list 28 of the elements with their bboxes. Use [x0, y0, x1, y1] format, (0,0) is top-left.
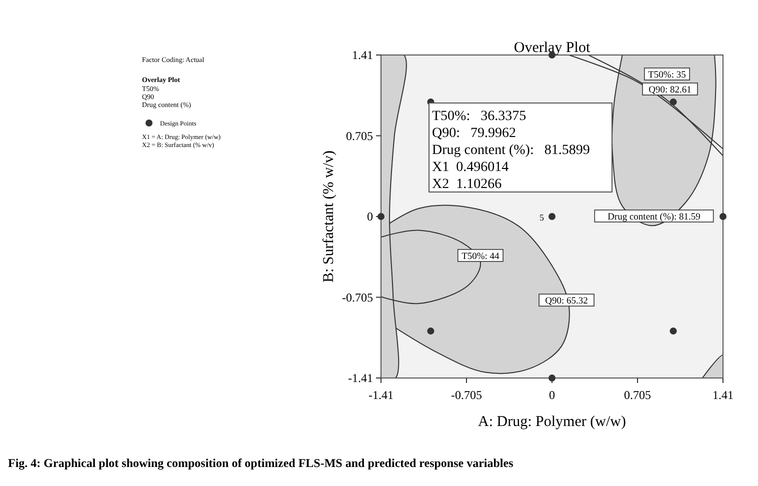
x-tick-label: 0.705 [624, 388, 651, 402]
annotation: Q90: 82.61 [648, 86, 692, 96]
annotation: T50%: 44 [462, 252, 500, 262]
annotation: Q90: 65.32 [545, 296, 588, 307]
point [427, 328, 434, 335]
point [378, 213, 384, 220]
x-axis-title: A: Drug: Polymer (w/w) [478, 414, 626, 430]
annotation: T50%: 36.3375 Q90: 79.9962 Drug content (%): 81.5899 X1 0.496014 X2 1.10266 [432, 109, 590, 192]
x-tick-label: -0.705 [451, 388, 482, 402]
y-tick-label: -0.705 [342, 290, 373, 304]
point [548, 374, 556, 382]
y-axis-title: B: Surfactant (% w/v) [321, 150, 337, 283]
annotation: 5 [540, 212, 544, 222]
point [670, 328, 677, 335]
y-tick-label: 1.41 [352, 48, 373, 62]
point [548, 213, 556, 220]
point [670, 98, 677, 106]
point [720, 213, 726, 220]
annotation: Drug content (%): 81.59 [608, 212, 701, 222]
annotation: T50%: 35 [648, 70, 686, 80]
x-tick-label: 1.41 [712, 388, 734, 402]
chart-title: Overlay Plot [514, 40, 591, 56]
y-tick-label: 0.705 [346, 128, 373, 143]
x-tick-label: -1.41 [368, 388, 394, 402]
caption: Fig. 4: Graphical plot showing composition of optimized FLS-MS and predicted response variables [8, 456, 514, 470]
y-tick-label: 0 [367, 210, 373, 224]
y-tick-label: -1.41 [348, 371, 373, 385]
x-tick-label: 0 [549, 388, 555, 402]
